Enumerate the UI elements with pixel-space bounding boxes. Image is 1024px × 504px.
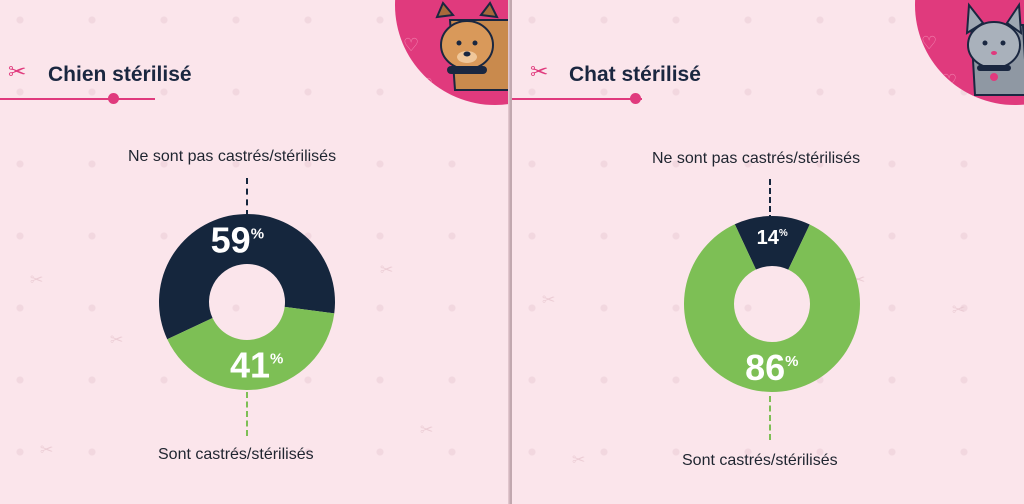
- bottom-label: Sont castrés/stérilisés: [682, 452, 838, 469]
- title-underline-dot: [108, 93, 119, 104]
- animal-badge: ♡ ♡: [915, 0, 1024, 105]
- scissors-pattern-icon: ✂: [30, 270, 44, 289]
- scissors-icon: ✂: [8, 60, 27, 85]
- scissors-pattern-icon: ✂: [542, 290, 556, 309]
- dog-icon: [435, 1, 510, 91]
- heart-icon: ♡: [941, 71, 958, 92]
- scissors-pattern-icon: ✂: [110, 330, 124, 349]
- cat-icon: [965, 2, 1024, 96]
- heart-icon: ♡: [417, 75, 434, 96]
- slice-sterilized: [684, 224, 860, 392]
- heart-icon: ♡: [921, 33, 938, 54]
- slice-not-sterilized: [159, 214, 335, 340]
- panel-title: Chat stérilisé: [569, 63, 701, 86]
- animal-badge: ♡ ♡: [395, 0, 510, 105]
- label-sterilized: 41%: [230, 344, 283, 385]
- top-leader-line: [246, 178, 248, 216]
- donut-chart-cat: 14% 86%: [684, 216, 860, 392]
- heart-icon: ♡: [403, 35, 420, 56]
- title-underline-dot: [630, 93, 641, 104]
- right-page: ✂ ✂ ✂ ✂ ♡ ♡ ✂ Chat stérilisé Ne sont pas…: [512, 0, 1024, 504]
- panel-title: Chien stérilisé: [48, 63, 192, 86]
- title-underline: [0, 98, 155, 100]
- scissors-pattern-icon: ✂: [380, 260, 394, 279]
- label-not-sterilized: 14%: [757, 227, 788, 249]
- scissors-pattern-icon: ✂: [40, 440, 54, 459]
- left-page: ✂ ✂ ✂ ✂ ✂ ♡ ♡ ✂ Chien stérilisé Ne sont …: [0, 0, 510, 504]
- top-label: Ne sont pas castrés/stérilisés: [652, 150, 861, 167]
- label-not-sterilized: 59%: [211, 220, 264, 261]
- top-label: Ne sont pas castrés/stérilisés: [128, 148, 337, 165]
- scissors-pattern-icon: ✂: [572, 450, 586, 469]
- bottom-label: Sont castrés/stérilisés: [158, 446, 314, 463]
- scissors-pattern-icon: ✂: [952, 300, 966, 319]
- scissors-icon: ✂: [530, 60, 549, 85]
- slice-not-sterilized: [734, 216, 810, 270]
- bottom-leader-line: [246, 392, 248, 436]
- donut-chart-dog: 59% 41%: [159, 214, 335, 391]
- top-leader-line: [769, 179, 771, 221]
- slice-sterilized: [167, 306, 335, 391]
- label-sterilized: 86%: [745, 347, 798, 388]
- bottom-leader-line: [769, 396, 771, 440]
- book-spine: [508, 0, 514, 504]
- scissors-pattern-icon: ✂: [420, 420, 434, 439]
- title-underline: [512, 98, 642, 100]
